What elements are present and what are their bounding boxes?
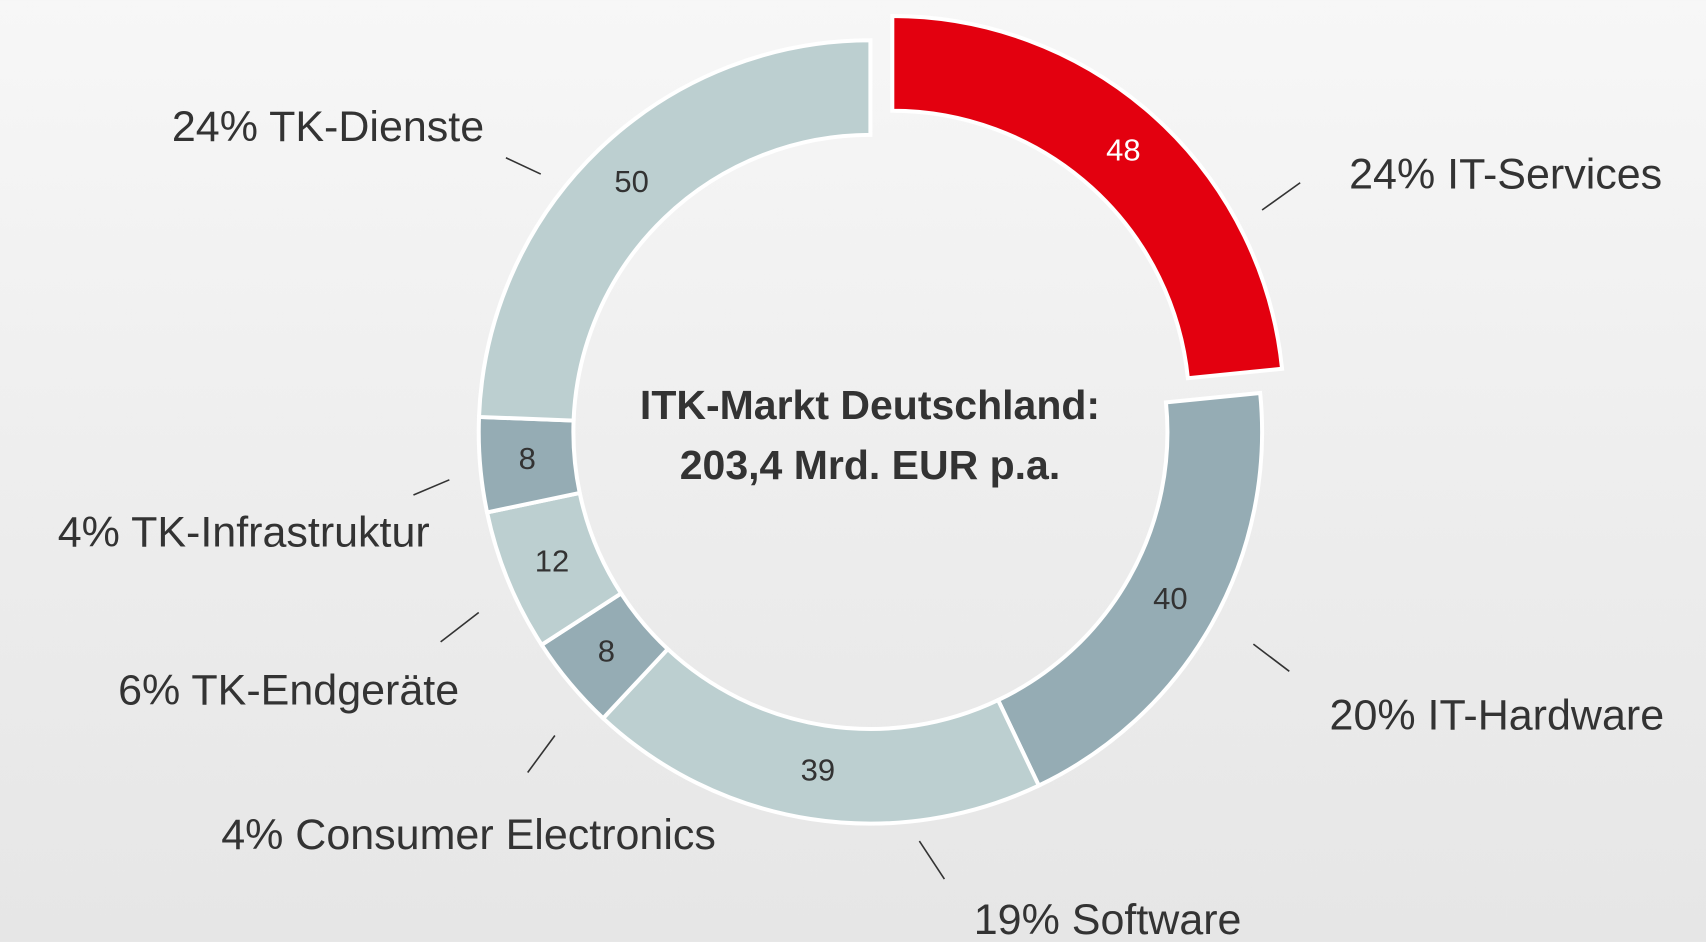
leader-line (527, 735, 556, 773)
leader-line (440, 611, 480, 643)
leader-line (918, 840, 946, 880)
segment-label: 20% IT-Hardware (1330, 691, 1665, 739)
segment-value: 39 (801, 752, 835, 787)
segment-value: 8 (598, 633, 615, 668)
segment-value: 12 (535, 543, 569, 578)
donut-segment (890, 14, 1285, 381)
segment-value: 8 (519, 441, 536, 476)
segment-label: 4% TK-Infrastruktur (58, 509, 430, 557)
leader-line (1252, 643, 1290, 672)
segment-value: 50 (614, 164, 648, 199)
segment-value: 40 (1153, 581, 1187, 616)
center-subtitle: 203,4 Mrd. EUR p.a. (680, 442, 1061, 488)
segment-label: 24% TK-Dienste (172, 103, 484, 151)
center-title: ITK-Markt Deutschland: (640, 382, 1100, 428)
leader-line (413, 479, 450, 496)
leader-line (1261, 182, 1301, 211)
segment-label: 4% Consumer Electronics (221, 811, 716, 859)
donut-segment (476, 38, 873, 423)
donut-segment (600, 646, 1042, 826)
segment-label: 6% TK-Endgeräte (118, 666, 459, 714)
leader-line (505, 157, 542, 175)
segment-value: 48 (1106, 133, 1140, 168)
segment-label: 24% IT-Services (1349, 151, 1662, 199)
segment-label: 19% Software (974, 896, 1242, 942)
